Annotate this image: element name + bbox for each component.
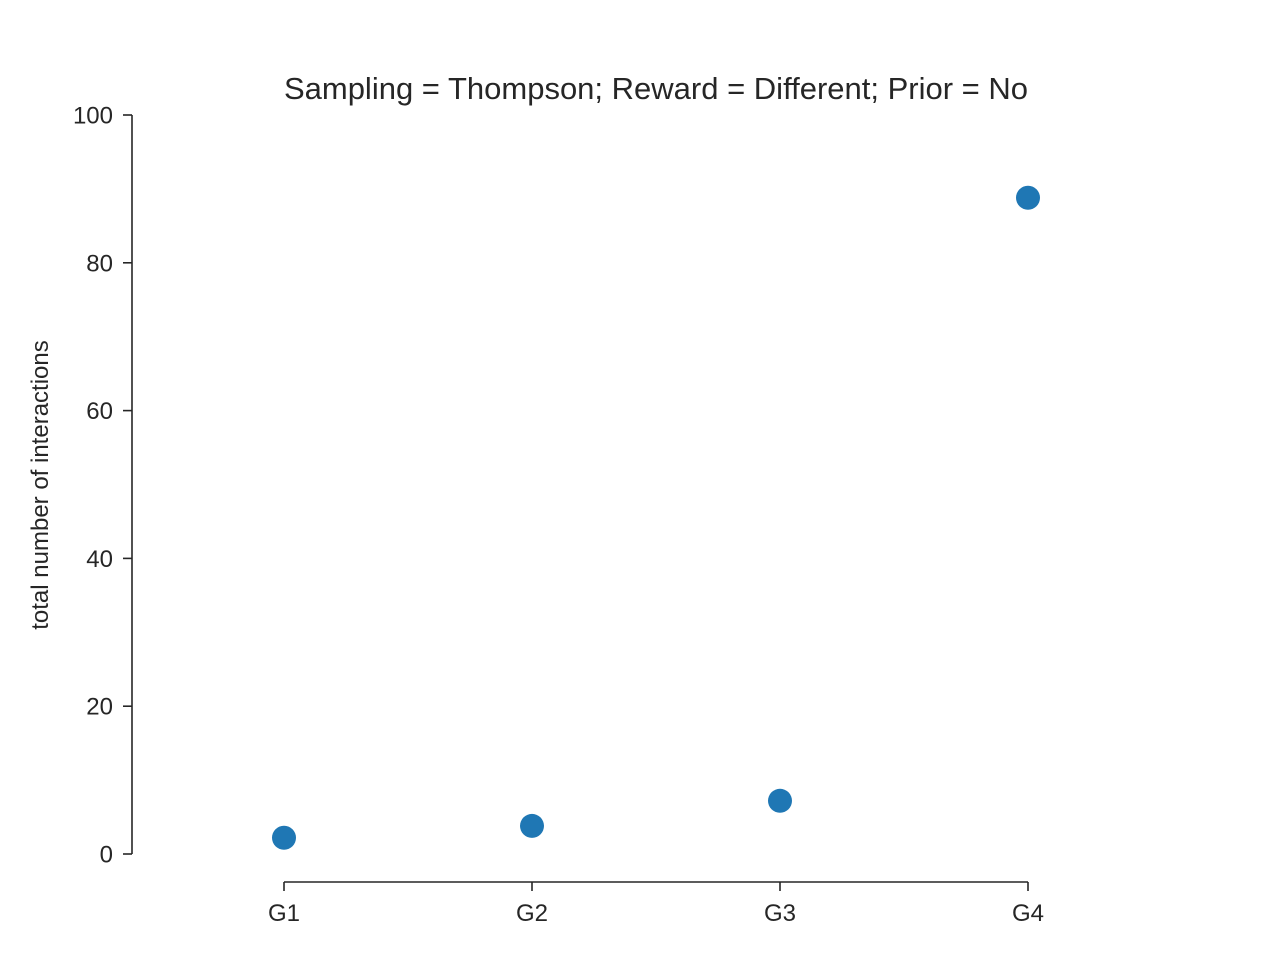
chart-title: Sampling = Thompson; Reward = Different;… [284, 71, 1028, 106]
y-axis-ticks: 0 20 40 60 80 100 [73, 103, 132, 869]
x-axis-ticks: G1 G2 G3 G4 [268, 882, 1044, 927]
x-tick-label: G3 [764, 900, 796, 927]
y-tick-label: 40 [86, 546, 113, 573]
y-axis-label: total number of interactions [27, 340, 54, 630]
data-point [520, 813, 544, 838]
y-tick-label: 60 [86, 398, 113, 425]
data-point [768, 788, 792, 813]
data-points [272, 185, 1040, 850]
y-tick-label: 0 [100, 842, 113, 869]
x-tick-label: G2 [516, 900, 548, 927]
x-tick-label: G4 [1012, 900, 1044, 927]
y-tick-label: 100 [73, 103, 113, 130]
y-tick-label: 80 [86, 250, 113, 277]
y-tick-label: 20 [86, 694, 113, 721]
x-tick-label: G1 [268, 900, 300, 927]
data-point [272, 825, 296, 850]
data-point [1016, 185, 1040, 210]
